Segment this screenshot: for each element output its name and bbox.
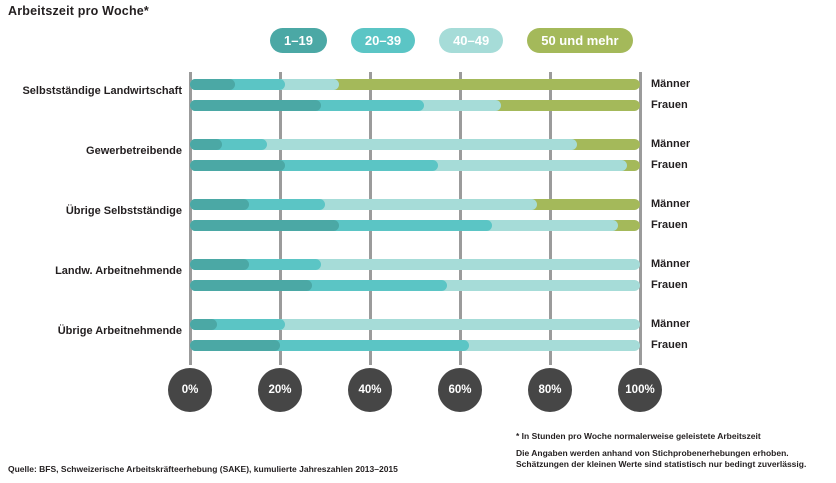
gender-label-männer: Männer [651,138,691,150]
tick-100%: 100% [618,368,662,412]
bar-segment-20–39 [190,220,492,231]
bar-männer [190,199,640,210]
category-label: Übrige Selbstständige [65,205,182,217]
gridline-20% [278,72,282,365]
bar-frauen [190,340,640,351]
legend: 1–19 20–39 40–49 50 und mehr [270,28,633,53]
gender-label-frauen: Frauen [651,219,688,231]
legend-pill-20–39: 20–39 [350,28,416,53]
bar-segment-1–19 [190,319,217,330]
bar-männer [190,79,640,90]
legend-pill-1–19: 1–19 [270,28,327,53]
bar-segment-40–49 [190,199,537,210]
gridline-40% [368,72,372,365]
chart-plot-area [188,72,642,365]
tick-20%: 20% [258,368,302,412]
gender-label-frauen: Frauen [651,279,688,291]
bar-segment-1–19 [190,79,235,90]
bar-männer [190,319,640,330]
legend-pill-40–49: 40–49 [439,28,504,53]
gridline-100% [638,72,642,365]
bar-segment-20–39 [190,259,321,270]
bar-frauen [190,100,640,111]
footnote-block: * In Stunden pro Woche normalerweise gel… [516,431,832,476]
bar-segment-40–49 [190,259,640,270]
category-label: Gewerbetreibende [86,145,182,157]
tick-0%: 0% [168,368,212,412]
bar-segment-20–39 [190,79,285,90]
category-label: Selbstständige Landwirtschaft [22,85,182,97]
source-line: Quelle: BFS, Schweizerische Arbeitskräft… [8,464,398,474]
bar-segment-20–39 [190,199,325,210]
chart-title: Arbeitszeit pro Woche* [8,4,149,18]
bar-frauen [190,160,640,171]
bar-segment-1–19 [190,199,249,210]
gender-label-frauen: Frauen [651,339,688,351]
bar-segment-20–39 [190,160,438,171]
bar-männer [190,259,640,270]
bar-männer [190,139,640,150]
gender-label-männer: Männer [651,258,691,270]
bar-frauen [190,220,640,231]
bar-segment-1–19 [190,259,249,270]
bar-segment-1–19 [190,220,339,231]
gender-label-frauen: Frauen [651,159,688,171]
gender-label-frauen: Frauen [651,99,688,111]
bar-segment-20–39 [190,280,447,291]
gridline-0% [188,72,192,365]
bar-segment-20–39 [190,139,267,150]
tick-40%: 40% [348,368,392,412]
bar-segment-40–49 [190,319,640,330]
tick-60%: 60% [438,368,482,412]
bar-segment-1–19 [190,100,321,111]
category-label: Übrige Arbeitnehmende [57,325,182,337]
gridline-80% [548,72,552,365]
bar-segment-1–19 [190,340,280,351]
bar-segment-1–19 [190,280,312,291]
tick-80%: 80% [528,368,572,412]
legend-pill-50-und-mehr: 50 und mehr [527,28,633,53]
bar-segment-20–39 [190,340,469,351]
category-label: Landw. Arbeitnehmende [55,265,182,277]
gender-label-männer: Männer [651,78,691,90]
footnote-asterisk: * In Stunden pro Woche normalerweise gel… [516,431,761,441]
bar-segment-1–19 [190,160,285,171]
gridline-60% [458,72,462,365]
bar-segment-50-und-mehr [190,79,640,90]
bar-frauen [190,280,640,291]
bar-segment-1–19 [190,139,222,150]
bar-segment-40–49 [190,139,577,150]
bar-segment-20–39 [190,319,285,330]
gender-label-männer: Männer [651,198,691,210]
gender-label-männer: Männer [651,318,691,330]
footnote-method: Die Angaben werden anhand von Stichprobe… [516,448,807,470]
